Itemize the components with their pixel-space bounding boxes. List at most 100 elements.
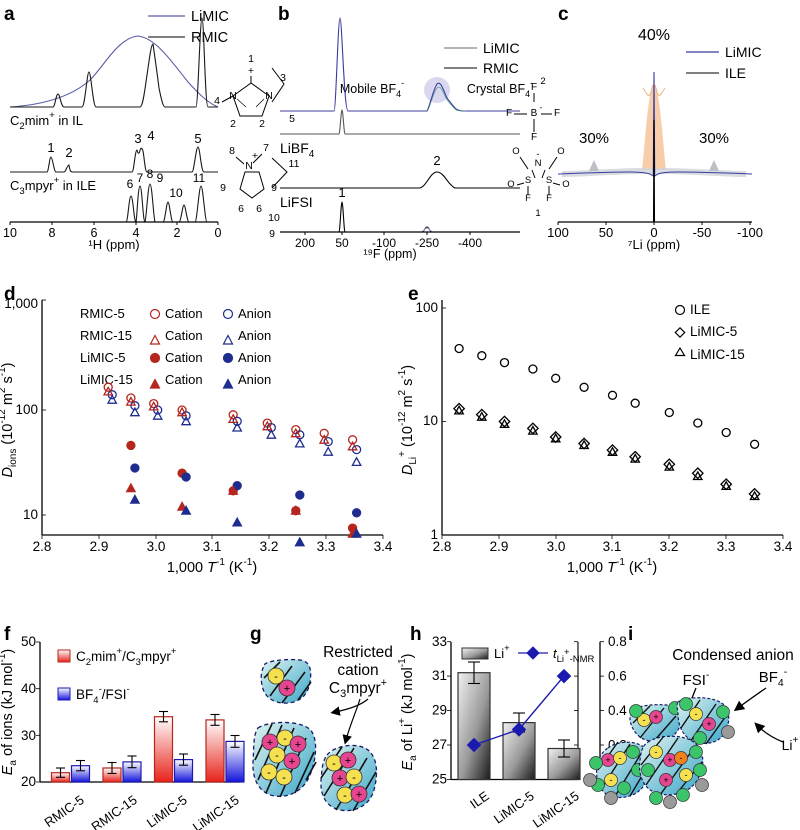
svg-text:-: - xyxy=(274,671,278,683)
svg-text:10: 10 xyxy=(169,186,183,200)
svg-text:6: 6 xyxy=(127,177,134,191)
svg-text:Dions (10-12 m2 s-1): Dions (10-12 m2 s-1) xyxy=(0,363,19,478)
svg-text:-: - xyxy=(275,750,279,762)
svg-text:Crystal BF4-: Crystal BF4- xyxy=(467,78,533,99)
svg-text:+: + xyxy=(653,712,658,722)
svg-text:11: 11 xyxy=(193,171,206,185)
svg-text:-: - xyxy=(343,790,347,802)
svg-text:RMIC: RMIC xyxy=(483,60,519,76)
svg-text:Li+: Li+ xyxy=(494,643,510,661)
svg-text:LiMIC: LiMIC xyxy=(191,9,229,25)
svg-text:Mobile BF4-: Mobile BF4- xyxy=(340,78,404,99)
svg-text:0.6: 0.6 xyxy=(608,669,627,684)
svg-text:-: - xyxy=(619,753,622,763)
svg-text:-: - xyxy=(695,709,698,719)
svg-text:0.4: 0.4 xyxy=(608,703,627,718)
svg-text:3: 3 xyxy=(134,131,141,146)
svg-text:10: 10 xyxy=(423,413,438,428)
svg-text:3.3: 3.3 xyxy=(317,539,336,554)
svg-text:31: 31 xyxy=(432,668,447,683)
svg-text:C3mpyr+ in ILE: C3mpyr+ in ILE xyxy=(10,175,96,197)
svg-text:BF4-/FSI-: BF4-/FSI- xyxy=(76,684,130,706)
svg-text:2.8: 2.8 xyxy=(33,539,52,554)
svg-text:6: 6 xyxy=(238,203,244,215)
svg-text:20: 20 xyxy=(21,774,36,789)
svg-text:LiMIC-15: LiMIC-15 xyxy=(530,788,582,830)
svg-text:30%: 30% xyxy=(579,130,609,147)
svg-text:2: 2 xyxy=(433,153,440,168)
svg-text:-: - xyxy=(267,767,271,779)
svg-text:+: + xyxy=(289,756,295,768)
svg-text:C3mpyr+: C3mpyr+ xyxy=(329,677,387,700)
svg-text:O: O xyxy=(507,179,514,190)
svg-text:LiMIC-5: LiMIC-5 xyxy=(80,350,126,365)
svg-text:+: + xyxy=(337,773,343,785)
svg-text:+: + xyxy=(663,775,668,785)
svg-text:-400: -400 xyxy=(458,236,482,250)
svg-text:2: 2 xyxy=(174,226,181,240)
svg-text:+: + xyxy=(356,789,362,801)
svg-text:2: 2 xyxy=(540,76,545,87)
svg-text:+: + xyxy=(267,737,273,749)
svg-text:F: F xyxy=(531,132,537,143)
svg-text:33: 33 xyxy=(432,634,447,649)
svg-text:3.0: 3.0 xyxy=(147,539,166,554)
svg-text:5: 5 xyxy=(289,113,295,125)
svg-text:-: - xyxy=(610,775,613,785)
svg-text:8: 8 xyxy=(49,226,56,240)
svg-text:ILE: ILE xyxy=(725,65,746,81)
svg-text:50: 50 xyxy=(21,634,36,649)
svg-text:9: 9 xyxy=(269,228,275,240)
svg-text:9: 9 xyxy=(157,171,164,185)
svg-text:Anion: Anion xyxy=(238,306,271,321)
svg-text:LiFSI: LiFSI xyxy=(280,194,313,210)
svg-text:200: 200 xyxy=(295,236,315,250)
svg-text:¹⁹F (ppm): ¹⁹F (ppm) xyxy=(363,247,416,261)
svg-text:-250: -250 xyxy=(415,236,439,250)
svg-text:9: 9 xyxy=(220,182,226,194)
svg-text:100: 100 xyxy=(547,225,569,240)
svg-text:F: F xyxy=(531,82,537,93)
svg-text:25: 25 xyxy=(432,772,447,787)
svg-text:40%: 40% xyxy=(638,27,670,44)
svg-text:-: - xyxy=(680,753,683,763)
svg-text:7: 7 xyxy=(263,142,269,154)
svg-text:27: 27 xyxy=(432,737,447,752)
svg-text:1: 1 xyxy=(338,185,345,200)
svg-text:⁷Li (ppm): ⁷Li (ppm) xyxy=(628,237,680,252)
svg-text:+: + xyxy=(345,755,351,767)
svg-text:cation: cation xyxy=(337,662,378,679)
svg-text:+: + xyxy=(667,755,672,765)
svg-text:+: + xyxy=(284,683,290,695)
svg-text:C2mim+/C3mpyr+: C2mim+/C3mpyr+ xyxy=(76,646,177,668)
svg-text:1,000 T-1 (K-1): 1,000 T-1 (K-1) xyxy=(567,557,657,576)
svg-text:50: 50 xyxy=(335,236,349,250)
svg-text:2.9: 2.9 xyxy=(490,539,509,554)
svg-text:ILE: ILE xyxy=(467,788,492,812)
svg-text:50: 50 xyxy=(599,225,613,240)
svg-text:4: 4 xyxy=(147,128,154,143)
svg-text:LiBF4: LiBF4 xyxy=(280,140,315,160)
svg-text:0.8: 0.8 xyxy=(608,634,627,649)
svg-text:-: - xyxy=(282,772,286,784)
svg-text:-: - xyxy=(685,770,688,780)
svg-text:-: - xyxy=(643,715,646,725)
svg-text:RMIC-5: RMIC-5 xyxy=(41,792,86,830)
svg-text:RMIC-5: RMIC-5 xyxy=(80,306,125,321)
svg-text:DLi+ (10-12 m2 s-1): DLi+ (10-12 m2 s-1) xyxy=(397,365,419,475)
svg-text:LiMIC-5: LiMIC-5 xyxy=(491,788,537,826)
svg-text:-: - xyxy=(283,733,287,745)
svg-text:O: O xyxy=(512,146,519,157)
svg-text:3.1: 3.1 xyxy=(603,539,622,554)
svg-text:2.9: 2.9 xyxy=(90,539,109,554)
svg-text:4: 4 xyxy=(214,95,220,107)
svg-text:LiMIC-15: LiMIC-15 xyxy=(80,372,133,387)
svg-text:0: 0 xyxy=(215,226,222,240)
svg-text:Condensed anion: Condensed anion xyxy=(672,647,794,664)
svg-text:LiMIC: LiMIC xyxy=(725,44,762,60)
svg-text:LiMIC-15: LiMIC-15 xyxy=(690,347,745,362)
svg-text:Cation: Cation xyxy=(165,328,203,343)
svg-text:3.2: 3.2 xyxy=(260,539,279,554)
svg-text:C2mim+ in IL: C2mim+ in IL xyxy=(10,110,83,132)
svg-text:6: 6 xyxy=(256,203,262,215)
